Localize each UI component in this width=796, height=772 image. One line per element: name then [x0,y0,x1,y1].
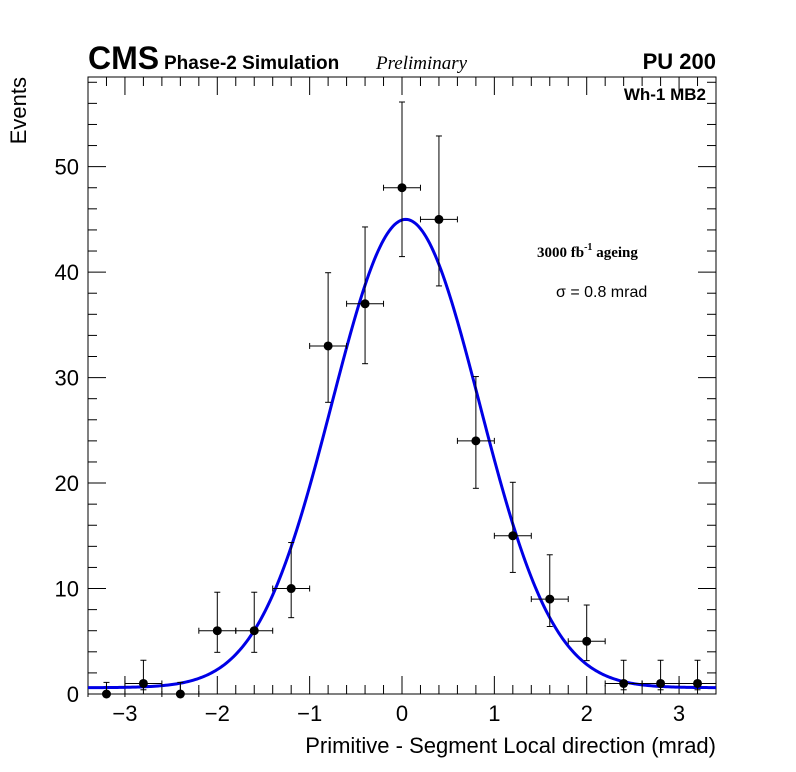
data-point [471,436,481,446]
data-point [138,678,148,688]
data-point [175,689,185,699]
ageing-exponent: -1 [584,242,592,253]
data-point-group [456,376,495,489]
x-axis-title: Primitive - Segment Local direction (mra… [305,733,716,758]
ageing-value: 3000 fb [537,245,584,261]
y-tick-label: 30 [55,366,79,391]
data-point [434,214,444,224]
x-tick-label: −3 [112,701,137,726]
x-tick-label: −2 [205,701,230,726]
y-tick-label: 40 [55,260,79,285]
y-tick-label: 50 [55,155,79,180]
data-point [508,531,518,541]
data-point [101,689,111,699]
y-tick-label: 10 [55,577,79,602]
data-point [656,678,666,688]
data-point [212,626,222,636]
data-point [360,299,370,309]
data-point [397,183,407,193]
sigma-symbol: σ [556,284,566,301]
ageing-label: 3000 fb-1 ageing [537,242,638,261]
data-point-group [383,101,421,258]
data-point [582,636,592,646]
data-point-group [530,554,569,627]
data-point [693,678,703,688]
x-tick-label: 2 [581,701,593,726]
data-point-group [124,659,163,691]
data-point-group [567,604,606,662]
data-point-group [309,272,348,403]
data-points-layer [87,101,717,699]
data-point [323,341,333,351]
experiment-label: CMS [88,40,159,76]
data-point-group [419,135,458,287]
data-point-group [272,542,311,619]
pileup-label: PU 200 [643,49,716,74]
x-tick-label: 0 [396,701,408,726]
sigma-label: σ = 0.8 mrad [556,284,647,301]
station-label: Wh-1 MB2 [624,85,706,104]
x-tick-label: −1 [297,701,322,726]
data-point [619,678,629,688]
data-point-group [678,659,717,691]
y-axis: 0 10 20 30 40 50 [55,81,716,707]
sigma-value: = 0.8 mrad [566,284,647,301]
data-point [249,626,259,636]
data-point [545,594,555,604]
x-tick-label: 3 [673,701,685,726]
ageing-word: ageing [592,245,638,261]
data-point-group [235,591,274,653]
x-axis: −3 −2 −1 0 1 2 3 [87,77,717,726]
subtitle-label: Phase-2 Simulation [164,53,339,74]
status-label: Preliminary [375,53,468,74]
data-point [286,584,296,594]
y-tick-label: 20 [55,471,79,496]
x-tick-label: 1 [488,701,500,726]
data-point-group [161,681,200,699]
data-point-group [87,681,126,699]
data-point-group [493,481,532,573]
data-point-group [198,591,237,653]
data-point-group [346,226,385,365]
y-axis-title: Events [6,77,31,144]
y-tick-label: 0 [67,682,79,707]
